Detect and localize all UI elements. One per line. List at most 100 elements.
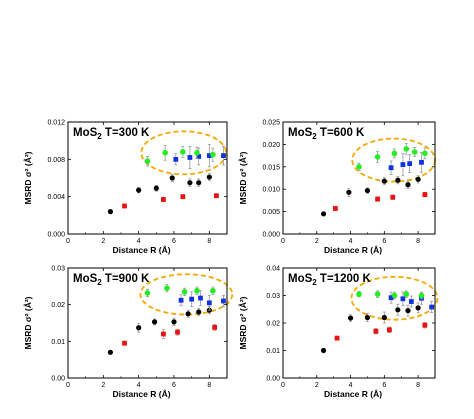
series-black [107,172,212,215]
data-point [408,299,414,304]
data-point [144,290,151,296]
panel-title: MoS2 T=300 K [73,127,150,141]
x-tick-label: 0 [281,382,285,389]
data-point [196,154,202,159]
data-point [419,159,424,165]
series-green [356,143,428,171]
data-point [198,295,203,301]
data-point [374,291,381,297]
data-point [107,349,113,355]
series-green [356,290,425,300]
data-point [136,325,142,331]
data-point [375,196,380,202]
x-tick-label: 4 [137,382,141,389]
data-point [381,178,387,184]
y-tick-label: 0.03 [266,293,280,300]
series-red [332,191,428,211]
x-axis-label: Distance R (Å) [324,245,382,255]
x-tick-label: 4 [349,238,353,245]
data-point [180,194,186,200]
data-point [107,209,113,215]
data-point [175,329,180,335]
data-point [320,347,327,354]
data-point [400,296,406,302]
data-point [388,165,394,171]
y-axis-label: MSRD σ² (Å²) [238,151,248,204]
y-tick-label: 0.020 [262,142,280,149]
data-point [395,307,401,313]
data-point [346,189,352,195]
data-point [214,193,219,199]
x-tick-label: 8 [207,238,211,245]
data-point [171,319,177,325]
y-tick-label: 0.00 [51,376,65,383]
y-tick-label: 0.02 [51,302,65,309]
data-point [356,291,362,297]
series-red [334,322,428,341]
x-tick-label: 2 [315,238,319,245]
data-point [373,328,379,334]
y-tick-label: 0.012 [47,120,65,127]
x-tick-label: 6 [382,238,386,245]
data-point [415,176,421,182]
data-point [196,180,202,186]
x-tick-label: 4 [349,382,353,389]
panel-2: 0 2 4 6 8 0.000 0.005 0.010 0.015 0.020 0.025 Dista… [238,120,436,255]
data-point [334,335,340,341]
data-point [390,194,396,200]
data-point [194,150,200,156]
x-tick-label: 6 [382,382,386,389]
data-point [221,298,226,304]
series-blue [388,152,424,177]
x-tick-label: 8 [416,382,420,389]
data-point [415,305,421,311]
y-tick-label: 0.004 [47,194,65,201]
x-tick-label: 0 [66,238,70,245]
data-point [206,153,212,158]
data-point [374,154,381,160]
data-point [356,164,362,170]
data-point [164,285,170,291]
panel-title: MoS2 T=900 K [73,273,150,287]
data-point [405,182,411,188]
data-point [196,309,202,315]
data-point [187,155,193,160]
panel-3: 0 2 4 6 8 0.00 0.01 0.02 0.03 Distance R (Å) MSRD … [23,266,234,399]
y-tick-label: 0.010 [262,187,280,194]
data-point [185,311,191,317]
series-blue [173,143,226,170]
x-tick-label: 2 [101,382,105,389]
y-axis-label: MSRD σ² (Å²) [238,296,248,349]
data-point [347,315,354,321]
data-point [422,150,428,157]
x-axis-label: Distance R (Å) [324,389,382,399]
x-tick-label: 8 [416,238,420,245]
data-point [162,150,168,156]
y-tick-label: 0.00 [266,376,280,383]
data-point [387,327,392,333]
data-point [418,292,425,299]
y-tick-label: 0.025 [262,120,280,127]
y-tick-label: 0.01 [266,348,280,355]
series-black [320,302,421,354]
data-point [161,197,166,202]
data-point [391,150,398,157]
data-point [422,322,428,328]
data-point [161,331,166,337]
y-tick-label: 0.04 [266,266,280,273]
y-axis-label: MSRD σ² (Å²) [23,296,33,349]
data-point [122,203,127,209]
x-tick-label: 0 [66,382,70,389]
data-point [169,175,175,181]
data-point [320,211,327,217]
highlight-ellipse [350,275,439,321]
x-axis-label: Distance R (Å) [112,389,170,399]
series-black [107,306,212,355]
y-tick-label: 0.000 [47,232,65,239]
data-point [388,295,394,301]
data-point [429,304,435,310]
data-point [381,314,387,321]
plot-frame [67,267,228,379]
data-point [181,289,188,295]
data-point [395,177,401,183]
